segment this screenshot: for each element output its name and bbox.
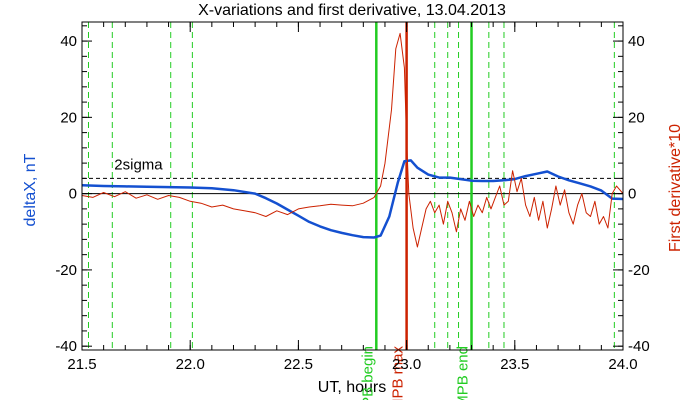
y-tick-label-right: 20: [628, 109, 645, 126]
y-tick-label-right: -20: [628, 262, 650, 279]
y-tick-label-left: 20: [60, 109, 77, 126]
tick-labels: 21.5 22.0 22.5 23.0 23.5 24.0-40 -40-20 -200 020…: [55, 33, 649, 373]
x-tick-label: 22.5: [284, 356, 313, 373]
reference-lines: [82, 177, 623, 195]
y-tick-label-left: 40: [60, 33, 77, 50]
x-tick-label: 23.5: [500, 356, 529, 373]
tick-marks: [81, 22, 624, 350]
x-tick-label: 21.5: [67, 356, 96, 373]
y-axis-right-label: First derivative*10: [667, 124, 684, 252]
y-tick-label-left: 0: [69, 186, 77, 203]
x-axis-label: UT, hours: [318, 379, 386, 396]
x-tick-label: 24.0: [608, 356, 637, 373]
series-line-deltaX: [81, 159, 624, 239]
y-axis-left-label: deltaX, nT: [22, 153, 39, 226]
y-tick-label-left: -20: [55, 262, 77, 279]
x-tick-label: 22.0: [176, 356, 205, 373]
y-tick-label-right: 40: [628, 33, 645, 50]
event-label: MPB end: [455, 346, 472, 400]
event-markers: MPB begin MPB max MPB end: [359, 22, 473, 400]
threshold-label: 2sigma: [114, 156, 163, 173]
x-tick-label: 23.0: [392, 356, 421, 373]
series-group: [81, 32, 624, 248]
series-line-derivative: [81, 32, 624, 248]
axes: [81, 21, 624, 351]
event-label: MPB begin: [359, 346, 376, 400]
chart-title: X-variations and first derivative, 13.04…: [198, 2, 506, 19]
y-tick-label-right: -40: [628, 338, 650, 355]
y-tick-label-left: -40: [55, 338, 77, 355]
y-tick-label-right: 0: [628, 186, 636, 203]
event-label: MPB max: [390, 346, 407, 400]
plot-frame: [81, 21, 624, 351]
